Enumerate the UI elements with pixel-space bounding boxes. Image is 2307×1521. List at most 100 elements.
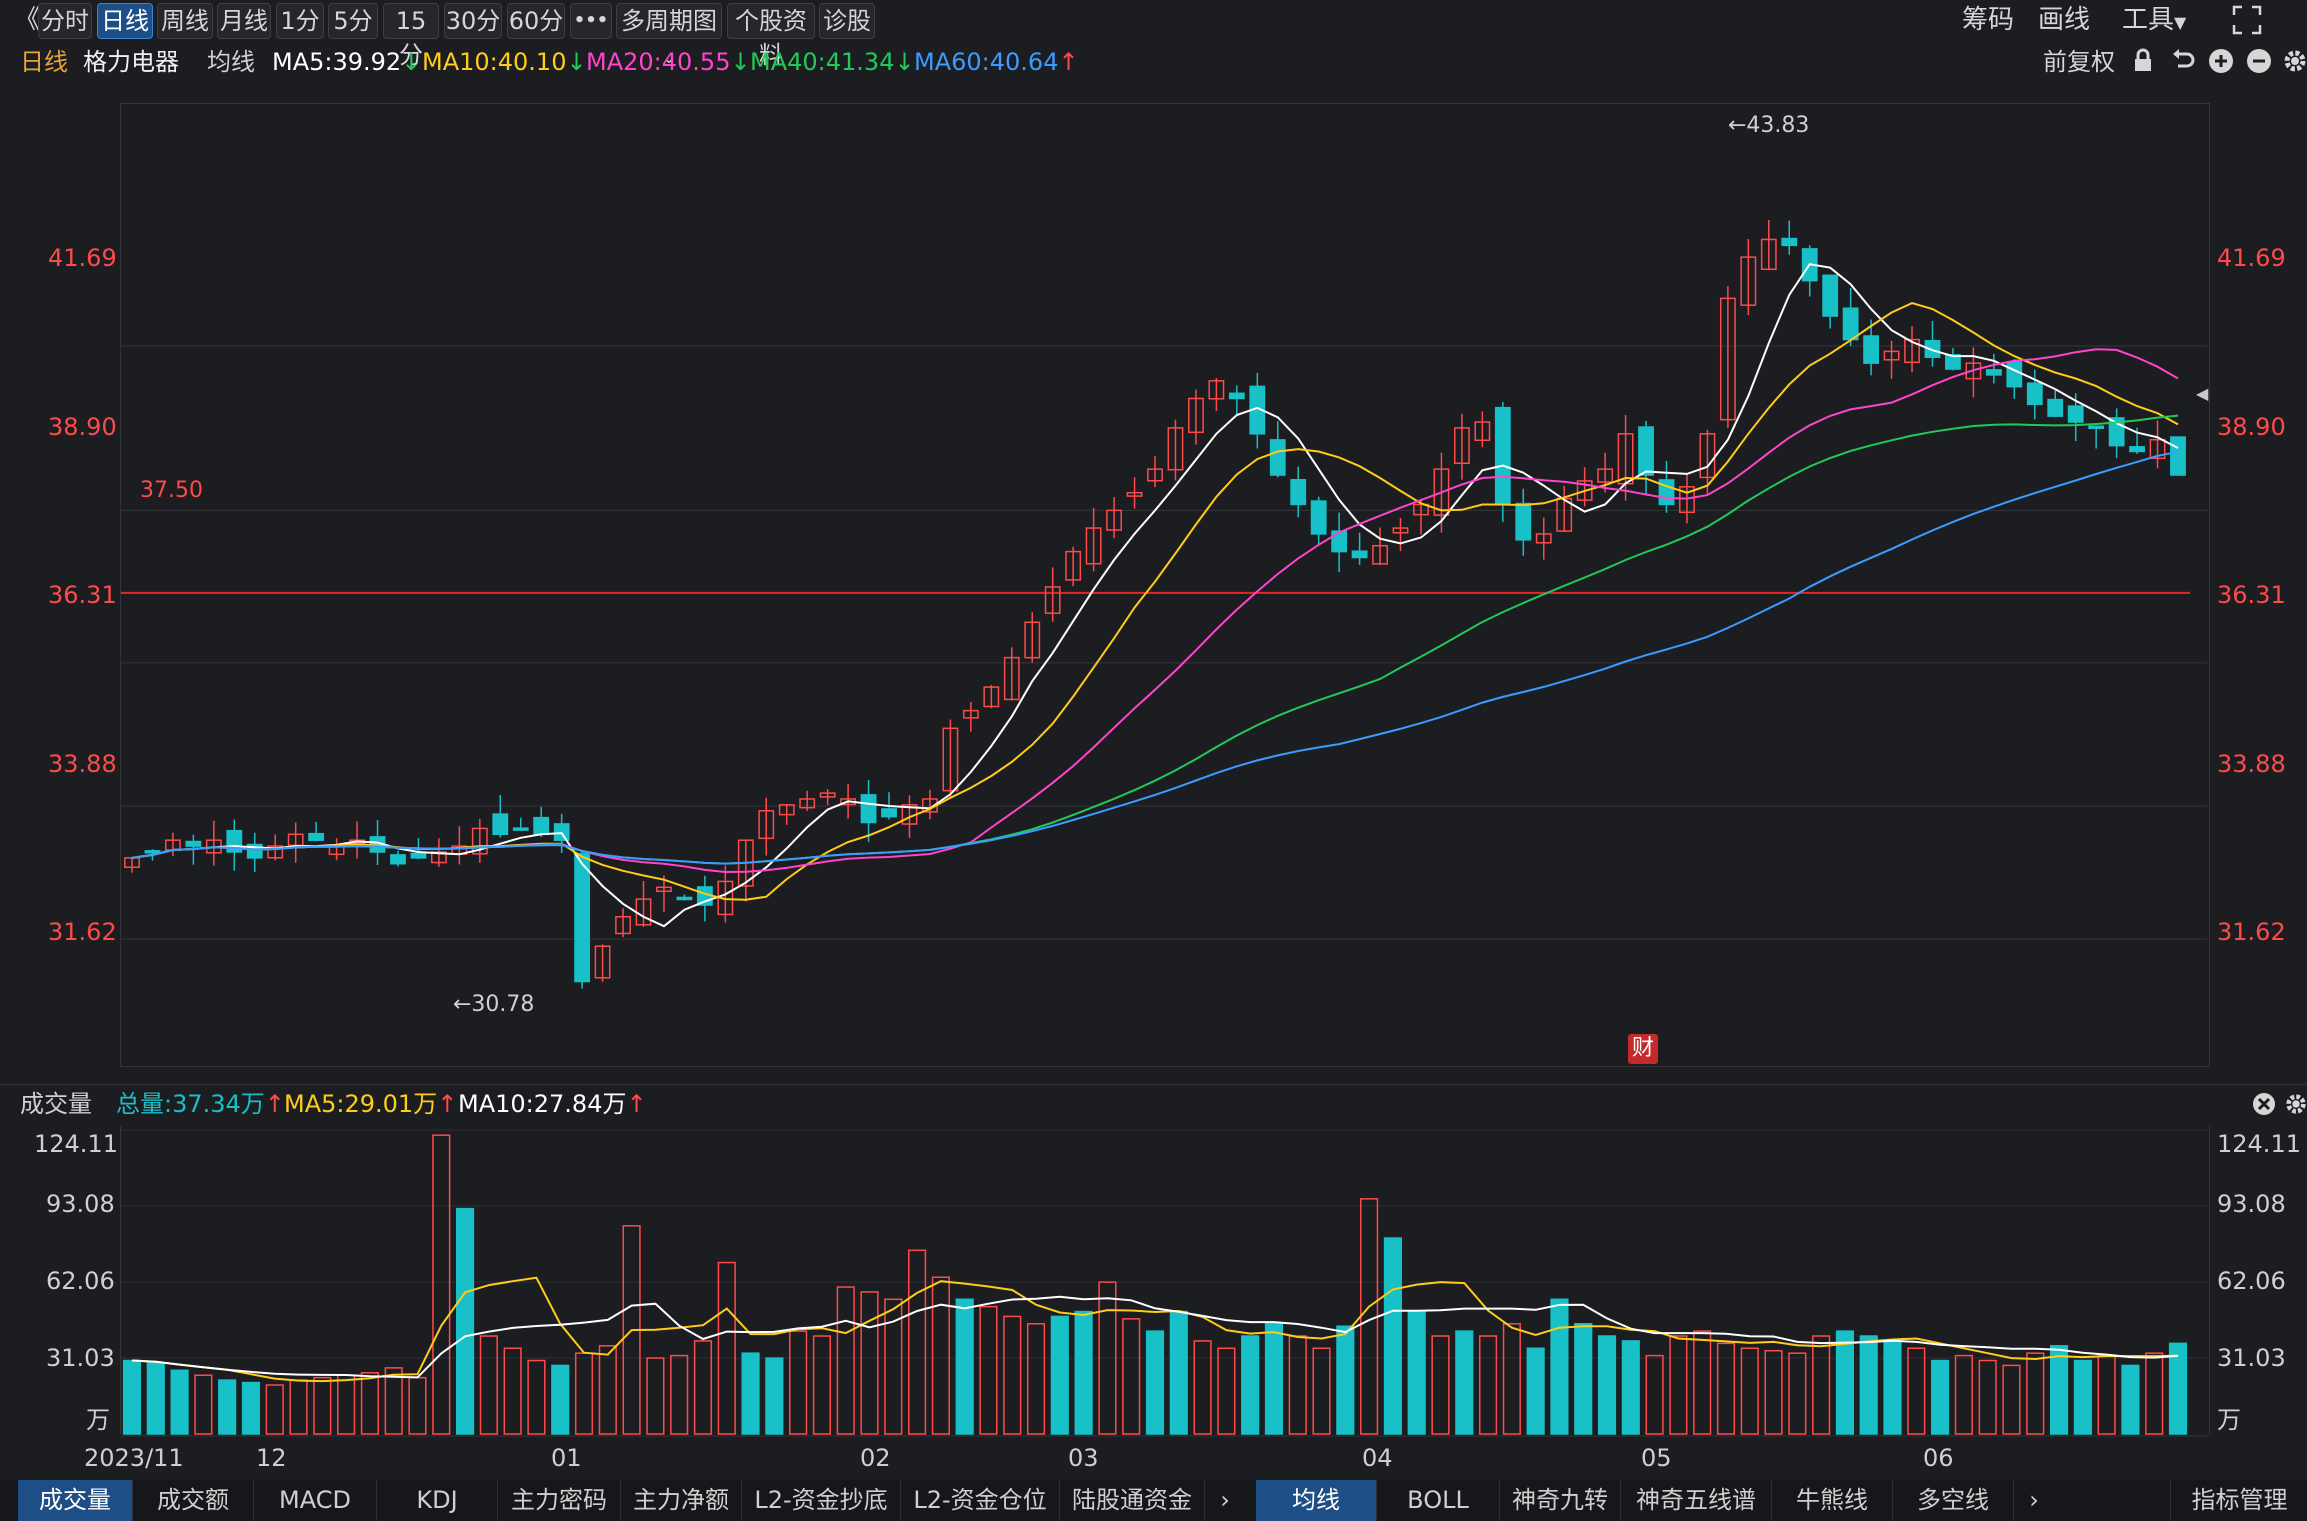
tab-30min[interactable]: 30分 [444, 3, 502, 39]
volume-bar [1193, 1340, 1212, 1435]
undo-icon[interactable] [2170, 48, 2196, 78]
tab-long-short[interactable]: 多空线 [1893, 1480, 2014, 1521]
volume-bar [646, 1357, 665, 1435]
tab-1min[interactable]: 1分 [276, 3, 324, 39]
candle-body [1228, 392, 1245, 400]
zoom-out-icon[interactable] [2246, 48, 2272, 78]
fullscreen-icon[interactable] [2232, 0, 2264, 40]
candle-body [2129, 446, 2145, 453]
volume-bar [1550, 1298, 1569, 1435]
tab-l2-position[interactable]: L2-资金仓位 [901, 1480, 1060, 1521]
x-tick: 03 [1068, 1444, 1099, 1472]
candle-body [1147, 468, 1163, 482]
close-panel-icon[interactable] [2252, 1092, 2276, 1120]
tab-weekly[interactable]: 周线 [157, 3, 213, 39]
indicator-manage-button[interactable]: 指标管理 [2170, 1480, 2307, 1521]
volume-chart-area[interactable] [120, 1126, 2210, 1434]
tab-15min[interactable]: 15分 [383, 3, 439, 69]
candle-body [1781, 237, 1798, 247]
tab-l2-bottom-fishing[interactable]: L2-资金抄底 [742, 1480, 901, 1521]
multi-period-button[interactable]: 多周期图 ⌄ [616, 3, 722, 67]
candle-body [1453, 427, 1470, 465]
tab-ma[interactable]: 均线 [1256, 1480, 1377, 1521]
volume-bar [1931, 1359, 1950, 1435]
candle-body [615, 916, 631, 935]
volume-bar [789, 1330, 808, 1435]
ma40-value: MA40:41.34↓ [750, 44, 915, 80]
volume-bar [1835, 1330, 1855, 1435]
volume-bar [1954, 1354, 1973, 1435]
tab-bull-bear[interactable]: 牛熊线 [1772, 1480, 1893, 1521]
tab-5min[interactable]: 5分 [328, 3, 378, 39]
chevron-down-icon: ⌄ [662, 48, 676, 67]
high-price-label: ←43.83 [1728, 113, 1810, 138]
tab-main-password[interactable]: 主力密码 [498, 1480, 621, 1521]
volume-bar [1669, 1335, 1688, 1435]
tab-monthly[interactable]: 月线 [217, 3, 271, 39]
candle-body [1372, 544, 1388, 565]
price-adjust-label[interactable]: 前复权 [2043, 48, 2115, 76]
tab-main-net[interactable]: 主力净额 [621, 1480, 742, 1521]
settings-gear-icon[interactable] [2282, 48, 2307, 78]
candle-body [1597, 468, 1614, 483]
tab-northbound[interactable]: 陆股通资金 [1060, 1480, 1205, 1521]
volume-bar [1645, 1354, 1664, 1435]
low-price-label: ←30.78 [453, 992, 535, 1017]
chevron-right-icon[interactable]: › [1220, 1486, 1230, 1514]
y-tick-right: 38.90 [2217, 413, 2286, 441]
tools-button[interactable]: 工具▼ [2122, 0, 2186, 40]
volume-bar [1693, 1330, 1712, 1435]
tab-boll[interactable]: BOLL [1377, 1480, 1500, 1521]
volume-bar [955, 1298, 974, 1435]
diagnose-button[interactable]: 诊股 [819, 3, 875, 39]
tab-magic-five[interactable]: 神奇五线谱 [1621, 1480, 1772, 1521]
finance-event-marker[interactable]: 财 [1628, 1034, 1658, 1064]
panel-settings-gear-icon[interactable] [2284, 1092, 2307, 1120]
volume-ma10-text: MA10:27.84万 [458, 1090, 627, 1118]
lock-icon[interactable] [2130, 48, 2156, 78]
arrow-down-icon: ↓ [401, 48, 422, 76]
tab-fenshi[interactable]: 分时 [38, 3, 92, 39]
volume-bar [1288, 1335, 1307, 1435]
tab-60min[interactable]: 60分 [507, 3, 565, 39]
stock-info-button[interactable]: 个股资料 [727, 3, 815, 69]
volume-bar [2097, 1354, 2116, 1435]
volume-ma10: MA10:27.84万↑ [458, 1086, 647, 1122]
volume-bar [1907, 1347, 1926, 1435]
candle-body [1433, 468, 1450, 516]
candle-body [1515, 502, 1532, 541]
draw-line-button[interactable]: 画线 [2038, 5, 2091, 35]
back-icon[interactable]: 《 [14, 5, 41, 35]
volume-bar [1145, 1330, 1165, 1435]
tab-kdj[interactable]: KDJ [377, 1480, 498, 1521]
volume-bar [1812, 1335, 1831, 1435]
volume-bar [1883, 1340, 1902, 1435]
tab-volume[interactable]: 成交量 [18, 1480, 133, 1521]
candle-body [1003, 656, 1020, 701]
chevron-right-icon[interactable]: › [2029, 1486, 2039, 1514]
x-tick: 04 [1362, 1444, 1393, 1472]
tab-daily[interactable]: 日线 [97, 3, 153, 39]
tab-magic-nine[interactable]: 神奇九转 [1500, 1480, 1621, 1521]
tab-turnover[interactable]: 成交额 [133, 1480, 254, 1521]
more-button[interactable]: ••• [570, 3, 612, 39]
candle-body [1085, 527, 1102, 565]
arrow-down-icon: ↓ [566, 48, 587, 76]
candle-body [799, 798, 816, 809]
volume-bar [479, 1335, 498, 1435]
volume-bar [1431, 1335, 1450, 1435]
ma-title[interactable]: 均线 [207, 48, 255, 76]
price-chart-area[interactable] [120, 103, 2210, 1067]
candle-body [2149, 438, 2166, 460]
zoom-in-icon[interactable] [2208, 48, 2234, 78]
chip-button[interactable]: 筹码 [1962, 5, 2015, 35]
tab-macd[interactable]: MACD [254, 1480, 377, 1521]
y-tick-right: 31.62 [2217, 918, 2286, 946]
candle-body [1024, 621, 1041, 659]
candle-body [144, 850, 161, 854]
candle-body [1044, 586, 1061, 614]
x-tick: 2023/11 [84, 1444, 184, 1472]
volume-bar [908, 1249, 927, 1435]
volume-bar [313, 1376, 332, 1435]
volume-bar [670, 1354, 689, 1435]
